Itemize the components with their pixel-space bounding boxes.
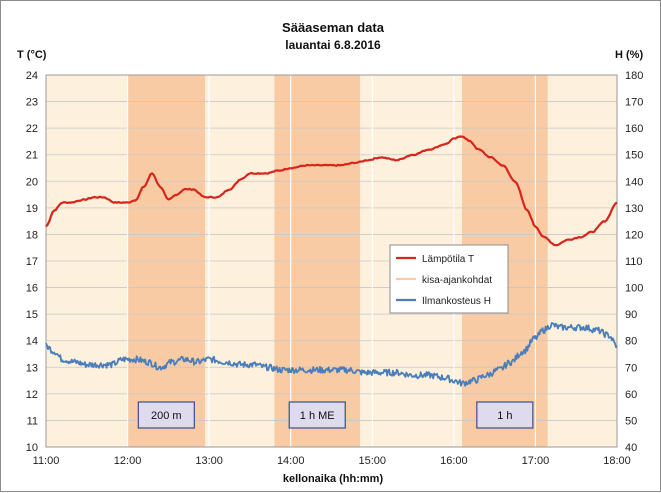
y-left-tick-0: 10: [26, 442, 38, 454]
annotation-2: 1 h ME: [288, 401, 346, 429]
annotation-label-2: 1 h ME: [300, 410, 335, 422]
annotation-1: 200 m: [137, 401, 195, 429]
y-left-tick-1: 11: [27, 415, 38, 427]
y-right-tick-11: 150: [625, 150, 643, 162]
y-left-tick-9: 19: [26, 203, 38, 215]
legend-label-3: Ilmankosteus H: [422, 296, 491, 307]
y-right-tick-2: 60: [625, 389, 637, 401]
y-right-tick-5: 90: [625, 309, 637, 321]
y-left-tick-14: 24: [26, 70, 38, 82]
legend-label-1: Lämpötila T: [422, 254, 474, 265]
y-right-tick-14: 180: [625, 70, 643, 82]
y-right-tick-0: 40: [625, 442, 637, 454]
y-right-tick-13: 170: [625, 97, 643, 109]
y-left-tick-5: 15: [26, 309, 38, 321]
y-right-tick-3: 70: [625, 362, 637, 374]
legend: Lämpötila T kisa-ajankohdat Ilmankosteus H: [389, 244, 509, 314]
humidity-line: [45, 322, 618, 387]
x-axis-title: kellonaika (hh:mm): [283, 473, 384, 485]
y-left-tick-6: 16: [26, 283, 38, 295]
y-axis-right-title: H (%): [615, 49, 643, 61]
x-tick-2: 13:00: [195, 455, 223, 467]
annotation-label-1: 200 m: [151, 410, 182, 422]
y-left-tick-4: 14: [26, 336, 38, 348]
y-right-tick-1: 50: [625, 415, 637, 427]
x-tick-0: 11:00: [33, 455, 60, 467]
temperature-line: [45, 135, 618, 247]
x-tick-7: 18:00: [603, 455, 631, 467]
y-left-tick-11: 21: [26, 150, 38, 162]
annotation-3: 1 h: [476, 401, 534, 429]
annotation-label-3: 1 h: [497, 410, 512, 422]
y-right-tick-4: 80: [625, 336, 637, 348]
y-left-tick-8: 18: [26, 229, 38, 241]
legend-label-2: kisa-ajankohdat: [422, 275, 492, 286]
x-tick-3: 14:00: [277, 455, 305, 467]
y-right-tick-7: 110: [625, 256, 643, 268]
x-tick-5: 16:00: [440, 455, 468, 467]
y-right-tick-9: 130: [625, 203, 643, 215]
y-left-tick-12: 22: [26, 123, 38, 135]
y-right-tick-10: 140: [625, 176, 643, 188]
y-right-tick-12: 160: [625, 123, 643, 135]
chart-subtitle: lauantai 6.8.2016: [285, 38, 381, 52]
chart-title: Sääaseman data: [282, 20, 385, 35]
y-axis-left-title: T (°C): [17, 49, 47, 61]
y-left-tick-7: 17: [26, 256, 38, 268]
y-left-tick-10: 20: [26, 176, 38, 188]
y-left-tick-2: 12: [26, 389, 38, 401]
x-tick-6: 17:00: [522, 455, 550, 467]
x-tick-1: 12:00: [114, 455, 142, 467]
plot-border: [45, 74, 618, 448]
y-right-tick-8: 120: [625, 229, 643, 241]
y-right-tick-6: 100: [625, 283, 643, 295]
x-tick-4: 15:00: [359, 455, 387, 467]
y-left-tick-3: 13: [26, 362, 38, 374]
y-left-tick-13: 23: [26, 97, 38, 109]
